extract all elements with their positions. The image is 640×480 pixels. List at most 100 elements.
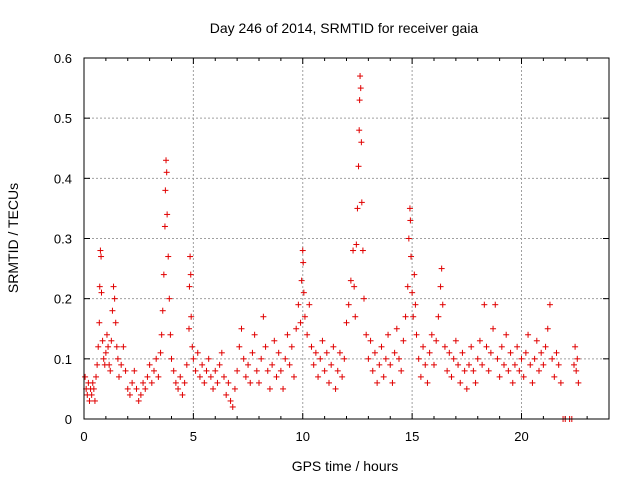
data-point xyxy=(407,217,414,224)
data-point xyxy=(527,361,534,368)
data-point xyxy=(286,361,293,368)
data-point xyxy=(457,379,464,386)
data-point xyxy=(505,367,512,374)
data-point xyxy=(525,331,532,338)
data-point xyxy=(461,367,468,374)
data-point xyxy=(417,373,424,380)
data-point xyxy=(269,361,276,368)
data-point xyxy=(192,367,199,374)
data-point xyxy=(312,349,319,356)
data-point xyxy=(98,253,105,260)
x-axis-label: GPS time / hours xyxy=(292,458,399,474)
data-point xyxy=(404,283,411,290)
data-point xyxy=(90,385,97,392)
data-point xyxy=(146,361,153,368)
data-point xyxy=(277,367,284,374)
data-point xyxy=(522,349,529,356)
y-tick-label: 0.1 xyxy=(54,352,72,367)
data-point xyxy=(437,283,444,290)
data-point xyxy=(358,139,365,146)
data-point xyxy=(240,355,247,362)
data-point xyxy=(109,307,116,314)
data-point xyxy=(161,223,168,230)
data-point xyxy=(339,373,346,380)
data-point xyxy=(385,331,392,338)
data-point xyxy=(396,355,402,362)
data-point xyxy=(487,349,494,356)
data-point xyxy=(187,271,194,278)
data-point xyxy=(426,349,433,356)
data-point xyxy=(262,343,269,350)
data-point xyxy=(511,361,518,368)
data-point xyxy=(105,343,112,350)
data-point xyxy=(343,319,350,326)
data-point xyxy=(466,361,472,368)
data-point xyxy=(546,301,553,308)
data-point xyxy=(221,373,227,380)
axis-layer: 0 5 10 15 20 0 0.1 0.2 0.3 0.4 0.5 0.6 xyxy=(54,51,609,444)
data-point xyxy=(225,379,232,386)
data-point xyxy=(485,367,492,374)
data-point xyxy=(162,187,169,194)
data-point xyxy=(223,391,230,398)
data-point xyxy=(293,325,300,332)
data-point xyxy=(116,373,122,380)
data-point xyxy=(351,283,358,290)
data-point xyxy=(179,391,186,398)
data-point xyxy=(144,373,151,380)
data-point xyxy=(89,379,96,386)
data-point xyxy=(133,385,140,392)
data-point xyxy=(393,325,400,332)
x-tick-label: 5 xyxy=(190,429,197,444)
data-point xyxy=(151,367,157,374)
data-point xyxy=(166,295,173,302)
points-layer xyxy=(82,73,582,422)
data-point xyxy=(189,343,196,350)
data-point xyxy=(330,343,337,350)
data-point xyxy=(148,379,155,386)
data-point xyxy=(187,253,194,260)
data-point xyxy=(170,367,177,374)
data-point xyxy=(236,343,243,350)
data-point xyxy=(328,361,335,368)
data-point xyxy=(490,325,497,332)
x-tick-label: 15 xyxy=(405,429,419,444)
data-point xyxy=(498,343,505,350)
data-point xyxy=(352,313,359,320)
data-point xyxy=(367,337,374,344)
plot-frame xyxy=(83,57,610,420)
data-point xyxy=(194,349,201,356)
data-point xyxy=(164,211,171,218)
data-point xyxy=(153,355,160,362)
y-tick-label: 0.6 xyxy=(54,51,72,66)
data-point xyxy=(210,385,217,392)
data-point xyxy=(326,379,332,386)
data-point xyxy=(201,379,208,386)
data-point xyxy=(571,361,577,368)
data-point xyxy=(300,259,307,266)
data-point xyxy=(378,343,385,350)
data-point xyxy=(111,295,118,302)
data-point xyxy=(531,355,538,362)
data-point xyxy=(420,343,427,350)
data-point xyxy=(118,361,125,368)
data-point xyxy=(120,343,127,350)
data-point xyxy=(288,343,295,350)
x-tick-label: 0 xyxy=(80,429,87,444)
data-point xyxy=(503,331,510,338)
data-point xyxy=(275,349,282,356)
data-point xyxy=(308,343,315,350)
data-point xyxy=(371,349,378,356)
data-point xyxy=(167,331,174,338)
data-point xyxy=(93,373,100,380)
data-point xyxy=(163,157,170,164)
data-point xyxy=(157,349,164,356)
data-point xyxy=(282,355,289,362)
data-point xyxy=(540,361,547,368)
data-point xyxy=(114,355,121,362)
data-point xyxy=(359,247,366,254)
data-point xyxy=(299,247,306,254)
data-point xyxy=(181,379,188,386)
data-point xyxy=(382,355,389,362)
data-point xyxy=(321,367,328,374)
